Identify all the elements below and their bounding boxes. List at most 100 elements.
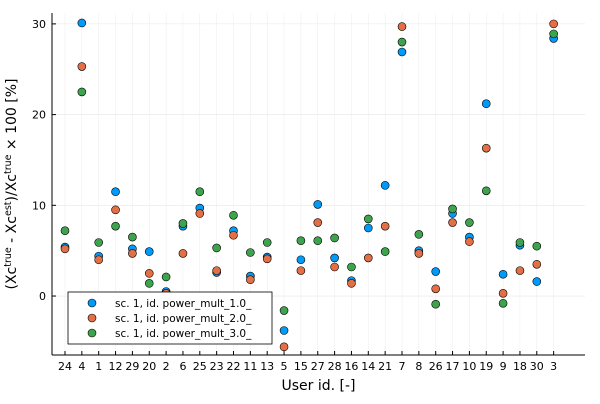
x-tick-label: 13 <box>260 360 274 373</box>
axes-frame <box>51 13 585 356</box>
data-point-series-3 <box>178 219 188 228</box>
x-tick-label: 19 <box>479 360 493 373</box>
data-point-series-3 <box>246 248 255 257</box>
data-point-series-1 <box>144 247 154 256</box>
data-point-series-1 <box>111 187 120 197</box>
data-point-series-3 <box>212 243 221 253</box>
x-tick-label: 3 <box>550 360 557 373</box>
data-point-series-3 <box>515 238 525 247</box>
data-point-series-1 <box>397 47 407 57</box>
x-tick-label: 11 <box>243 360 257 373</box>
data-point-series-1 <box>380 181 390 190</box>
x-tick-label: 14 <box>361 360 375 373</box>
x-tick-label: 23 <box>210 360 224 373</box>
data-point-series-1 <box>481 99 491 109</box>
data-point-series-1 <box>363 223 373 233</box>
x-tick-label: 26 <box>429 360 443 373</box>
legend: sc. 1, id. power_mult_1.0_ sc. 1, id. pow… <box>67 291 273 345</box>
x-tick-label: 7 <box>399 360 406 373</box>
x-tick-label: 2 <box>163 360 170 373</box>
data-point-series-2 <box>279 342 289 352</box>
x-tick-label: 15 <box>294 360 308 373</box>
data-point-series-2 <box>178 249 188 258</box>
legend-box <box>67 291 273 345</box>
data-point-series-2 <box>313 218 323 227</box>
x-tick-label: 12 <box>109 360 123 373</box>
data-point-series-2 <box>431 284 441 294</box>
data-point-series-3 <box>414 230 424 239</box>
data-point-series-3 <box>448 204 457 214</box>
data-point-series-3 <box>313 236 323 245</box>
x-tick-label: 29 <box>125 360 139 373</box>
x-tick-label: 27 <box>311 360 325 373</box>
data-point-series-2 <box>363 253 373 263</box>
data-point-series-1 <box>296 255 306 265</box>
x-tick-label: 20 <box>142 360 156 373</box>
data-point-series-2 <box>380 221 390 231</box>
x-tick-label: 18 <box>513 360 527 373</box>
data-point-series-3 <box>397 37 407 47</box>
data-point-series-3 <box>498 298 508 308</box>
data-point-series-2 <box>347 279 356 288</box>
data-point-series-2 <box>465 237 474 246</box>
data-point-series-3 <box>296 236 306 245</box>
x-tick-label: 10 <box>462 360 476 373</box>
x-tick-label: 25 <box>193 360 207 373</box>
x-tick-label: 30 <box>530 360 544 373</box>
data-point-series-2 <box>498 289 508 298</box>
data-point-series-1 <box>77 18 87 28</box>
x-axis-title: User id. [-] <box>281 378 355 394</box>
data-point-series-3 <box>60 226 70 236</box>
data-point-series-3 <box>229 210 238 220</box>
x-tick-label: 17 <box>446 360 460 373</box>
data-point-series-2 <box>246 275 255 285</box>
data-point-series-3 <box>144 279 154 288</box>
data-point-series-3 <box>128 232 137 242</box>
data-point-series-3 <box>111 221 120 231</box>
legend-label-series-1: sc. 1, id. power_mult_1.0_ <box>115 298 252 310</box>
data-point-series-2 <box>77 62 87 71</box>
data-point-series-2 <box>481 143 491 153</box>
x-tick-label: 6 <box>179 360 186 373</box>
data-point-series-3 <box>481 186 491 196</box>
data-point-series-3 <box>431 299 441 309</box>
data-point-series-1 <box>532 277 542 286</box>
data-point-series-2 <box>212 266 221 275</box>
x-tick-label: 22 <box>227 360 241 373</box>
x-tick-label: 16 <box>344 360 358 373</box>
data-point-series-3 <box>532 241 542 251</box>
data-point-series-3 <box>380 247 390 256</box>
data-point-series-1 <box>431 267 441 276</box>
x-tick-label: 21 <box>378 360 392 373</box>
y-tick-label: 30 <box>32 18 46 31</box>
data-point-series-3 <box>161 272 171 282</box>
data-point-series-1 <box>279 326 289 335</box>
data-point-series-2 <box>296 266 306 275</box>
data-point-series-2 <box>94 255 103 265</box>
data-point-series-1 <box>498 269 508 279</box>
y-axis-title: (Xctrue - Xcest)/Xctrue × 100 [%] <box>3 78 21 289</box>
data-point-series-2 <box>448 218 457 227</box>
x-tick-label: 1 <box>95 360 102 373</box>
data-point-series-2 <box>262 254 272 264</box>
data-point-series-3 <box>195 187 205 197</box>
data-point-series-2 <box>60 244 70 254</box>
data-point-series-2 <box>532 259 542 269</box>
data-point-series-1 <box>330 253 339 263</box>
data-point-series-2 <box>414 249 424 258</box>
data-point-series-3 <box>363 214 373 224</box>
y-tick-label: 20 <box>32 109 46 122</box>
data-point-series-3 <box>330 233 339 243</box>
legend-label-series-3: sc. 1, id. power_mult_3.0_ <box>115 328 252 340</box>
data-point-series-2 <box>330 262 339 272</box>
y-tick-label: 0 <box>39 290 46 303</box>
data-point-series-2 <box>229 230 238 240</box>
data-point-series-2 <box>195 209 205 218</box>
x-tick-label: 24 <box>58 360 72 373</box>
data-point-series-3 <box>279 306 289 315</box>
x-tick-label: 8 <box>415 360 422 373</box>
x-tick-label: 28 <box>328 360 342 373</box>
legend-marker-series-2 <box>87 313 97 323</box>
